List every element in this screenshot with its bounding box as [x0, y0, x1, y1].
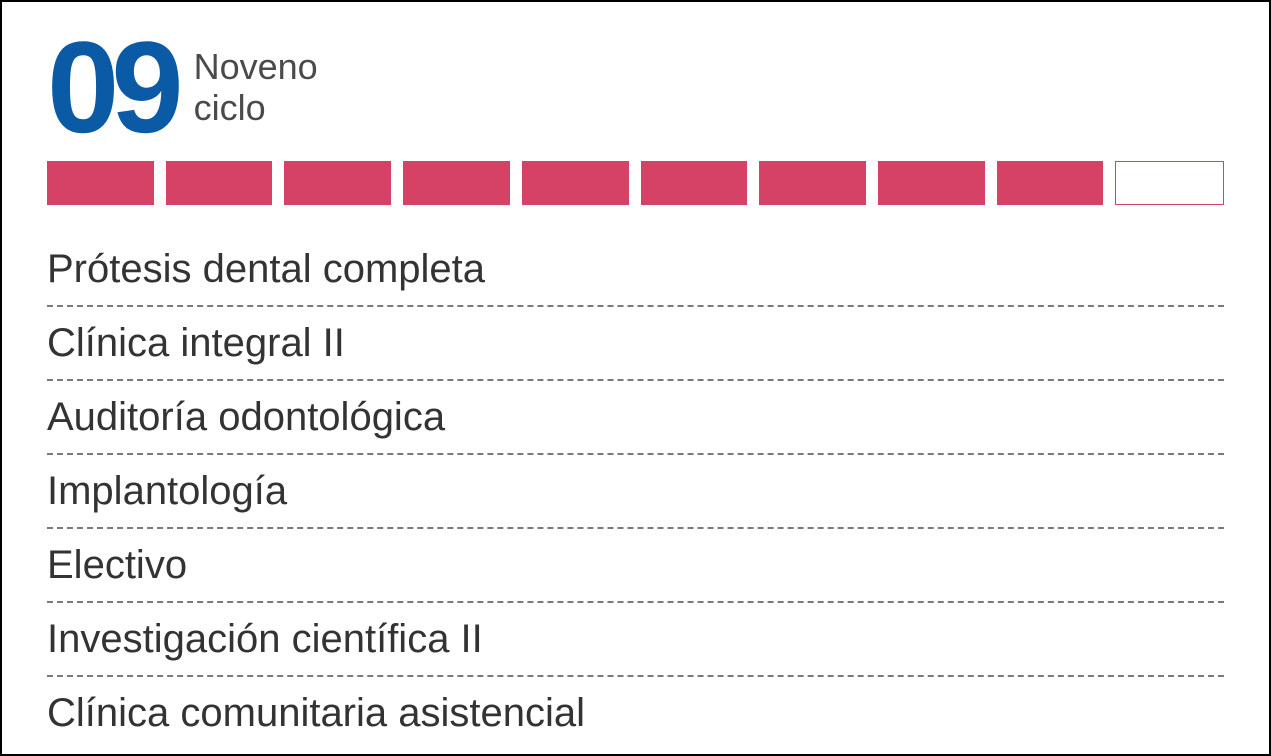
- cycle-label: Noveno ciclo: [194, 46, 318, 129]
- progress-segment: [759, 161, 866, 205]
- card-header: 09 Noveno ciclo: [47, 32, 1224, 143]
- progress-segment: [47, 161, 154, 205]
- progress-segment: [1115, 161, 1224, 205]
- progress-bar: [47, 161, 1224, 205]
- course-row: Prótesis dental completa: [47, 233, 1224, 307]
- progress-segment: [284, 161, 391, 205]
- cycle-card: 09 Noveno ciclo Prótesis dental completa…: [0, 0, 1271, 756]
- progress-segment: [878, 161, 985, 205]
- cycle-label-line2: ciclo: [194, 87, 318, 128]
- progress-segment: [522, 161, 629, 205]
- cycle-label-line1: Noveno: [194, 46, 318, 87]
- progress-segment: [997, 161, 1104, 205]
- course-row: Investigación científica II: [47, 603, 1224, 677]
- course-row: Clínica integral II: [47, 307, 1224, 381]
- course-row: Clínica comunitaria asistencial: [47, 677, 1224, 749]
- course-row: Auditoría odontológica: [47, 381, 1224, 455]
- progress-segment: [166, 161, 273, 205]
- course-list: Prótesis dental completaClínica integral…: [47, 233, 1224, 749]
- course-row: Implantología: [47, 455, 1224, 529]
- course-row: Electivo: [47, 529, 1224, 603]
- progress-segment: [641, 161, 748, 205]
- cycle-number: 09: [47, 32, 176, 143]
- progress-segment: [403, 161, 510, 205]
